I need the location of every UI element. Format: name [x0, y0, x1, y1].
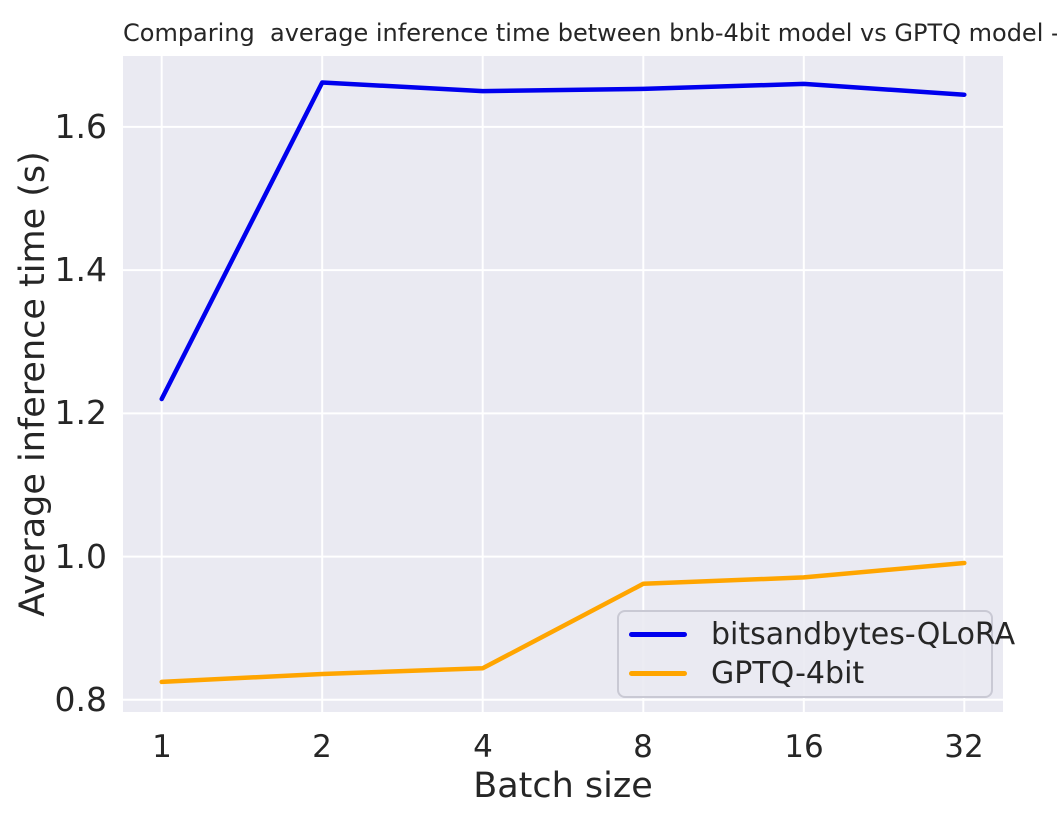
x-axis-label: Batch size [473, 766, 653, 806]
x-tick-label: 4 [473, 729, 493, 765]
chart-title: Comparing average inference time between… [123, 19, 1057, 47]
x-tick-label: 1 [152, 729, 172, 765]
x-tick-label: 8 [633, 729, 653, 765]
x-tick-label: 16 [784, 729, 824, 765]
legend-line-sample [629, 671, 687, 676]
y-tick-label: 1.4 [54, 250, 107, 289]
legend-label: GPTQ-4bit [711, 655, 865, 691]
legend-line-sample [629, 632, 687, 637]
x-tick-label: 2 [312, 729, 332, 765]
plot-area [123, 56, 1003, 712]
legend-item: GPTQ-4bit [629, 654, 991, 693]
series-line-1 [159, 560, 967, 685]
y-tick-label: 1.0 [54, 537, 107, 576]
y-tick-label: 1.2 [54, 393, 107, 432]
x-tick-label: 32 [944, 729, 984, 765]
legend-item: bitsandbytes-QLoRA [629, 615, 1015, 654]
legend-label: bitsandbytes-QLoRA [711, 616, 1016, 652]
legend: bitsandbytes-QLoRA GPTQ-4bit [617, 610, 1015, 698]
y-tick-label: 1.6 [54, 107, 107, 146]
plot-canvas [123, 56, 1003, 712]
series-line-0 [159, 80, 967, 402]
y-tick-label: 0.8 [54, 680, 107, 719]
